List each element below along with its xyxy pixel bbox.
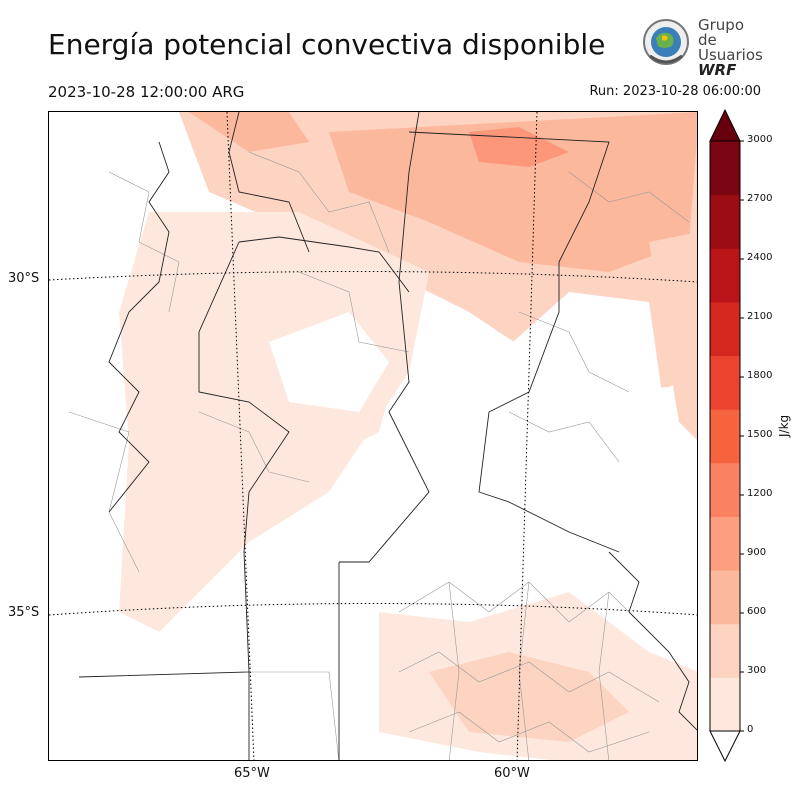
globe-icon — [643, 19, 689, 65]
cape-map — [48, 111, 698, 761]
colorbar-bin — [710, 623, 740, 678]
colorbar-tick-label: 300 — [747, 665, 767, 676]
map-title: Energía potencial convectiva disponible — [48, 28, 606, 61]
colorbar-bin — [710, 194, 740, 249]
colorbar-tick-label: 3000 — [747, 134, 773, 145]
colorbar-bin — [710, 677, 740, 732]
colorbar-bin — [710, 462, 740, 517]
logo-line-2: Usuarios — [698, 46, 763, 64]
province-borders — [78, 112, 620, 760]
colorbar-extend-max — [709, 108, 741, 142]
lon-label-60w: 60°W — [494, 766, 530, 781]
colorbar-tick-label: 1800 — [747, 370, 773, 381]
colorbar-tick-label: 2100 — [747, 311, 773, 322]
grupo-wrf-logo: Grupo de Usuarios WRF — [638, 16, 763, 78]
cape-map-svg — [49, 112, 697, 760]
lon-label-65w: 65°W — [234, 766, 270, 781]
colorbar-bin — [710, 141, 740, 196]
colorbar-tick-label: 0 — [747, 724, 754, 735]
colorbar-bin — [710, 409, 740, 464]
cape-shading — [119, 112, 697, 760]
colorbar-extend-min — [709, 730, 741, 763]
colorbar-bin — [710, 355, 740, 410]
colorbar-tick-label: 900 — [747, 547, 767, 558]
lat-label-35s: 35°S — [8, 605, 40, 620]
colorbar-bin — [710, 516, 740, 571]
colorbar — [709, 108, 744, 763]
coastline — [608, 551, 697, 731]
lat-label-30s: 30°S — [8, 271, 40, 286]
colorbar-tick-label: 1500 — [747, 429, 773, 440]
colorbar-unit: J/kg — [777, 414, 791, 437]
colorbar-tick-label: 2400 — [747, 252, 773, 263]
colorbar-bin — [710, 248, 740, 303]
colorbar-bin — [710, 301, 740, 357]
colorbar-tick-label: 2700 — [747, 193, 773, 204]
colorbar-tick-label: 600 — [747, 606, 767, 617]
colorbar-bin — [710, 570, 740, 625]
logo-line-3: WRF — [698, 61, 737, 79]
colorbar-tick-label: 1200 — [747, 488, 773, 499]
department-borders — [68, 151, 690, 760]
logo-line-1: Grupo de — [698, 16, 744, 49]
valid-time: 2023-10-28 12:00:00 ARG — [48, 83, 245, 101]
run-time: Run: 2023-10-28 06:00:00 — [589, 84, 761, 99]
graticule — [49, 112, 697, 760]
